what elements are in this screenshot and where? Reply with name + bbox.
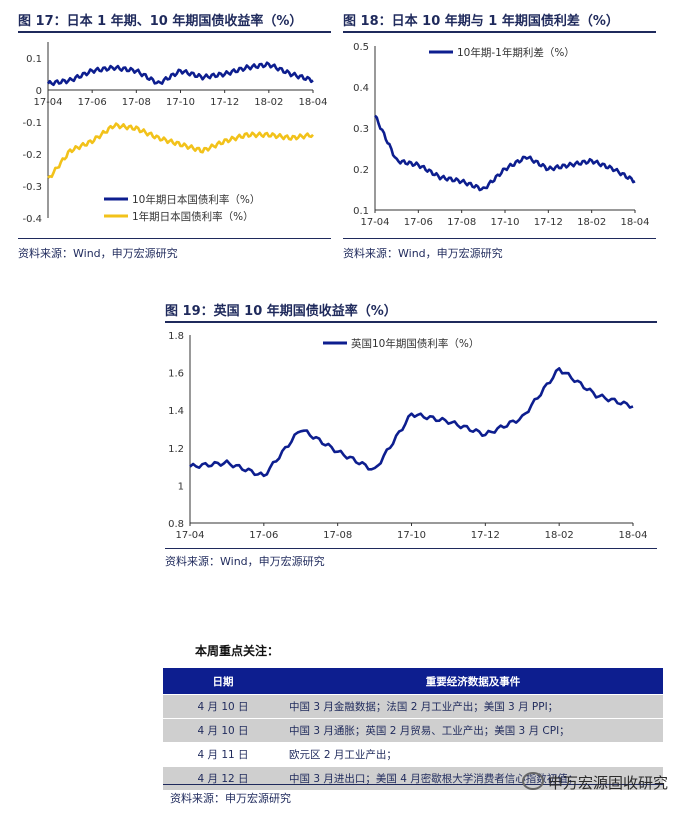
table-row: 4 月 11 日 欧元区 2 月工业产出； — [163, 742, 663, 767]
fig19-title: 图 19：英国 10 年期国债收益率（%） — [165, 304, 397, 319]
events-table-bottom-rule — [163, 784, 663, 785]
fig19-bottom-rule — [165, 548, 657, 549]
fig18-title-rule — [343, 31, 656, 33]
x-tick-label: 18-02 — [254, 97, 283, 108]
series-line-0 — [46, 61, 314, 87]
x-tick-label: 17-10 — [490, 217, 519, 228]
fig18-chart: 0.5 0.4 0.3 0.2 0.117-04 17-06 17-08 17-10 17-12… — [353, 42, 649, 228]
fig17-source: 资料来源：Wind，申万宏源研究 — [18, 247, 178, 260]
x-tick-label: 18-02 — [577, 217, 606, 228]
x-tick-label: 17-12 — [534, 217, 563, 228]
x-tick-label: 17-06 — [404, 217, 433, 228]
legend-label: 10年期日本国债利率（%） — [132, 193, 260, 206]
y-tick-label: 1.2 — [168, 444, 184, 455]
row-date: 4 月 10 日 — [163, 694, 283, 719]
legend-label: 10年期-1年期利差（%） — [457, 46, 575, 59]
fig19-chart: 1.8 1.6 1.4 1.2 1 0.817-04 17-06 17-08 17-10 17-1… — [168, 331, 647, 541]
fig17-title-rule — [18, 31, 331, 33]
x-tick-label: 18-04 — [620, 217, 649, 228]
series-line-1 — [47, 122, 314, 179]
row-date: 4 月 12 日 — [163, 766, 283, 790]
row-date: 4 月 11 日 — [163, 742, 283, 767]
y-tick-label: 0.2 — [353, 165, 369, 176]
legend-label: 1年期日本国债利率（%） — [132, 210, 254, 223]
table-row: 4 月 10 日 中国 3 月金融数据；法国 2 月工业产出；美国 3 月 PP… — [163, 694, 663, 719]
x-tick-label: 18-02 — [545, 530, 574, 541]
x-tick-label: 17-10 — [397, 530, 426, 541]
series-line-0 — [189, 367, 634, 478]
fig19-title-rule — [165, 321, 657, 323]
header-date: 日期 — [163, 668, 283, 695]
x-tick-label: 17-12 — [471, 530, 500, 541]
row-event: 中国 3 月金融数据；法国 2 月工业产出；美国 3 月 PPI； — [283, 694, 663, 719]
row-date: 4 月 10 日 — [163, 718, 283, 743]
y-tick-label: 0.8 — [168, 519, 184, 530]
y-tick-label: -0.2 — [22, 150, 42, 161]
y-tick-label: 1.8 — [168, 331, 184, 342]
events-table-source: 资料来源：申万宏源研究 — [170, 792, 291, 805]
x-tick-label: 17-12 — [210, 97, 239, 108]
y-tick-label: 1.4 — [168, 406, 184, 417]
y-tick-label: -0.3 — [22, 182, 42, 193]
x-tick-label: 18-04 — [618, 530, 647, 541]
y-tick-label: 0.4 — [353, 83, 369, 94]
x-tick-label: 17-08 — [323, 530, 352, 541]
x-tick-label: 17-06 — [78, 97, 107, 108]
x-tick-label: 17-04 — [360, 217, 389, 228]
row-event: 欧元区 2 月工业产出； — [283, 742, 663, 767]
legend-label: 英国10年期国债利率（%） — [351, 337, 479, 350]
fig18-title: 图 18：日本 10 年期与 1 年期国债利差（%） — [343, 14, 619, 29]
events-table-title: 本周重点关注： — [195, 644, 280, 658]
y-tick-label: 1 — [178, 481, 184, 492]
y-tick-label: 0.1 — [353, 206, 369, 217]
watermark: 申万宏源固收研究 — [522, 772, 668, 793]
fig17-bottom-rule — [18, 238, 331, 239]
series-line-0 — [374, 114, 636, 192]
row-event: 中国 3 月通胀；英国 2 月贸易、工业产出；美国 3 月 CPI； — [283, 718, 663, 743]
y-tick-label: 1.6 — [168, 369, 184, 380]
fig19-source: 资料来源：Wind，申万宏源研究 — [165, 555, 325, 568]
x-tick-label: 17-10 — [166, 97, 195, 108]
x-tick-label: 17-08 — [122, 97, 151, 108]
wechat-icon — [522, 772, 544, 790]
events-table-header: 日期 重要经济数据及事件 — [163, 668, 663, 695]
x-tick-label: 17-04 — [175, 530, 204, 541]
x-tick-label: 17-06 — [249, 530, 278, 541]
fig17-chart: 0.1 0 -0.1 -0.2 -0.3 -0.4 17-04 17-06 17-08 17-10… — [22, 42, 328, 225]
y-tick-label: -0.4 — [22, 214, 42, 225]
x-tick-label: 17-08 — [447, 217, 476, 228]
header-events: 重要经济数据及事件 — [283, 668, 663, 695]
table-row: 4 月 10 日 中国 3 月通胀；英国 2 月贸易、工业产出；美国 3 月 C… — [163, 718, 663, 743]
fig18-source: 资料来源：Wind，申万宏源研究 — [343, 247, 503, 260]
watermark-text: 申万宏源固收研究 — [548, 774, 669, 792]
y-tick-label: 0 — [36, 86, 42, 97]
y-tick-label: -0.1 — [22, 118, 42, 129]
fig18-bottom-rule — [343, 238, 656, 239]
fig17-title: 图 17：日本 1 年期、10 年期国债收益率（%） — [18, 14, 303, 29]
y-tick-label: 0.3 — [353, 124, 369, 135]
x-tick-label: 17-04 — [33, 97, 62, 108]
x-tick-label: 18-04 — [298, 97, 327, 108]
y-tick-label: 0.1 — [26, 54, 42, 65]
y-tick-label: 0.5 — [353, 42, 369, 53]
